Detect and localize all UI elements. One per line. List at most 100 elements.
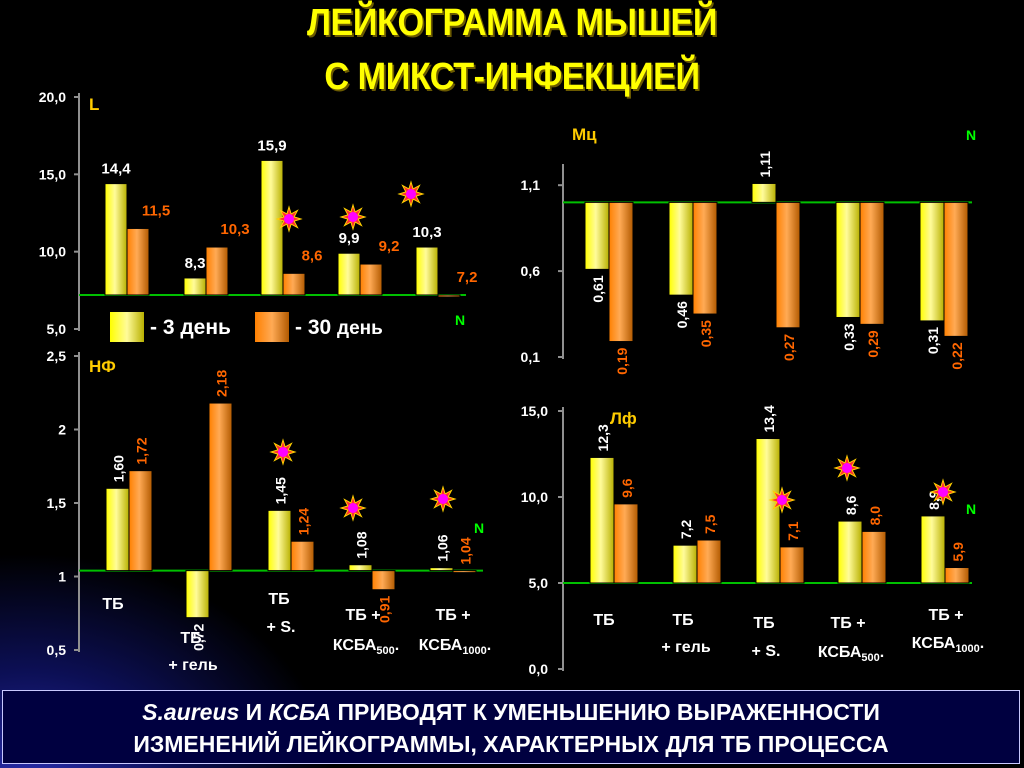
chart-1-data-label: 8,6 — [302, 247, 323, 264]
lf-group-label-ksba500-1: ТБ + — [830, 615, 865, 632]
chart-3-data-label: 1,04 — [458, 537, 474, 564]
nf-group-label-tb: ТБ — [102, 596, 123, 613]
legend-swatch-day3 — [109, 311, 145, 343]
chart-1-significance-star-center — [348, 212, 358, 222]
chart-4-tick-label: 15,0 — [521, 403, 548, 419]
chart-2-data-label: 0,19 — [614, 347, 630, 374]
chart-4-data-label: 8,0 — [867, 506, 883, 526]
chart-2-bar-day3 — [835, 201, 861, 318]
conclusion-and: И — [239, 699, 269, 725]
chart-1-bar-day30 — [359, 263, 383, 296]
nf-group-label-ksba1000-2: КСБА1000. — [419, 637, 492, 657]
lf-group-label-ksba500-2-subscript: 500 — [861, 652, 879, 664]
chart-1-panel-label: L — [89, 95, 99, 114]
chart-4-tick-label: 10,0 — [521, 489, 548, 505]
chart-3-bar-day30 — [128, 470, 153, 572]
chart-4-data-label: 12,3 — [595, 424, 611, 451]
chart-1-data-label: 10,3 — [412, 224, 441, 241]
nf-group-label-ksba500-2-text: КСБА — [333, 637, 377, 654]
chart-4-bar-day3 — [920, 515, 946, 584]
lf-group-label-gel-1: ТБ — [672, 612, 693, 629]
conclusion-rest: ПРИВОДЯТ К УМЕНЬШЕНИЮ ВЫРАЖЕННОСТИ — [331, 699, 880, 725]
chart-4-data-label: 9,6 — [619, 478, 635, 498]
nf-group-label-s-1: ТБ — [268, 591, 289, 608]
chart-2-data-label: 0,22 — [949, 342, 965, 369]
chart-4-data-label: 7,5 — [702, 514, 718, 534]
chart-3-data-label: 1,72 — [134, 437, 150, 464]
chart-2-bar-day30 — [859, 201, 885, 325]
chart-1-tick-label: 20,0 — [39, 89, 66, 105]
legend-label-day3: - 3 день — [150, 316, 231, 339]
chart-1-data-label: 7,2 — [457, 269, 478, 286]
chart-1-bar-day3 — [337, 252, 361, 296]
page-title-line1: ЛЕЙКОГРАММА МЫШЕЙ — [306, 2, 718, 44]
chart-3-bar-day30 — [290, 540, 315, 572]
chart-2-bar-day3 — [668, 201, 694, 296]
chart-1-significance-star-center — [284, 214, 294, 224]
chart-1-bar-day30 — [126, 227, 150, 296]
chart-1-data-label: 8,3 — [185, 255, 206, 272]
chart-3-data-label: 0,72 — [191, 623, 207, 650]
chart-2-bar-day3 — [584, 201, 610, 270]
chart-1-tick-label: 10,0 — [39, 244, 66, 260]
nf-group-label-ksba500-2: КСБА500. — [333, 637, 399, 657]
chart-2-bar-day30 — [692, 201, 718, 315]
chart-4-bar-day30 — [613, 503, 639, 584]
nf-group-label-gel-1: ТБ — [180, 630, 201, 647]
chart-4-bar-day30 — [779, 546, 805, 584]
nf-group-label-ksba1000-1: ТБ + — [435, 607, 470, 624]
lf-group-label-gel-2: + гель — [661, 639, 711, 656]
chart-3-bar-day30 — [452, 570, 477, 574]
conclusion-italic-saureus: S.aureus — [142, 699, 240, 725]
chart-1-tick-label: 15,0 — [39, 166, 66, 182]
chart-2-data-label: 0,61 — [590, 275, 606, 302]
chart-2-bar-day3 — [751, 182, 777, 203]
lf-group-label-s-2: + S. — [752, 643, 781, 660]
chart-3-significance-star-center — [278, 447, 288, 457]
lf-group-label-ksba1000-2-subscript: 1000 — [955, 643, 979, 655]
chart-4-significance-star-center — [777, 495, 787, 505]
chart-1-bar-day3 — [260, 159, 284, 296]
chart-2-bar-day30 — [608, 201, 634, 343]
chart-3-data-label: 2,18 — [214, 370, 230, 397]
chart-2-bar-day30 — [775, 201, 801, 329]
chart-4-bar-day3 — [755, 438, 781, 584]
page-title-line2: С МИКСТ-ИНФЕКЦИЕЙ — [324, 56, 700, 98]
chart-4-bar-day30 — [861, 530, 887, 584]
chart-3-data-label: 1,24 — [296, 508, 312, 535]
nf-group-label-ksba1000-2-subscript: 1000 — [462, 645, 486, 657]
chart-3-significance-star-center — [438, 494, 448, 504]
nf-group-label-s-2: + S. — [267, 619, 296, 636]
chart-3-bar-day3 — [429, 567, 454, 572]
chart-4-panel-label: Лф — [610, 409, 637, 428]
nf-group-label-ksba500-1: ТБ + — [345, 607, 380, 624]
legend-label-day30-suffix: день — [337, 318, 383, 339]
chart-2-bar-day3 — [919, 201, 945, 322]
chart-3-data-label: 1,60 — [111, 455, 127, 482]
chart-1-bar-day3 — [104, 183, 128, 296]
chart-1-data-label: 9,2 — [379, 238, 400, 255]
chart-2-norm-label: N — [966, 127, 976, 143]
nf-group-label-ksba500-2-dot: . — [395, 637, 399, 654]
lf-group-label-s-1: ТБ — [753, 615, 774, 632]
chart-3-tick-label: 0,5 — [47, 642, 67, 658]
chart-2-tick-label: 0,6 — [521, 263, 541, 279]
chart-3-bar-day30 — [208, 402, 233, 572]
chart-4-bar-day3 — [837, 520, 863, 584]
chart-4-tick-label: 0,0 — [529, 661, 549, 677]
chart-2-bar-day30 — [943, 201, 969, 337]
chart-1-bar-day30 — [205, 246, 229, 296]
chart-2-data-label: 0,29 — [865, 330, 881, 357]
chart-2-data-label: 0,27 — [781, 334, 797, 361]
conclusion-banner: S.aureus И КСБА ПРИВОДЯТ К УМЕНЬШЕНИЮ ВЫ… — [2, 690, 1020, 764]
chart-4-norm-label: N — [966, 501, 976, 517]
chart-2-panel-label: Мц — [572, 125, 597, 144]
lf-group-label-ksba500-2-text: КСБА — [818, 644, 862, 661]
chart-4-tick-label: 5,0 — [529, 575, 549, 591]
chart-2-data-label: 0,31 — [925, 327, 941, 354]
chart-4-data-label: 7,2 — [678, 519, 694, 539]
chart-3-bar-day3 — [267, 509, 292, 572]
chart-3-bar-day3 — [348, 564, 373, 572]
chart-3-data-label: 0,91 — [377, 596, 393, 623]
